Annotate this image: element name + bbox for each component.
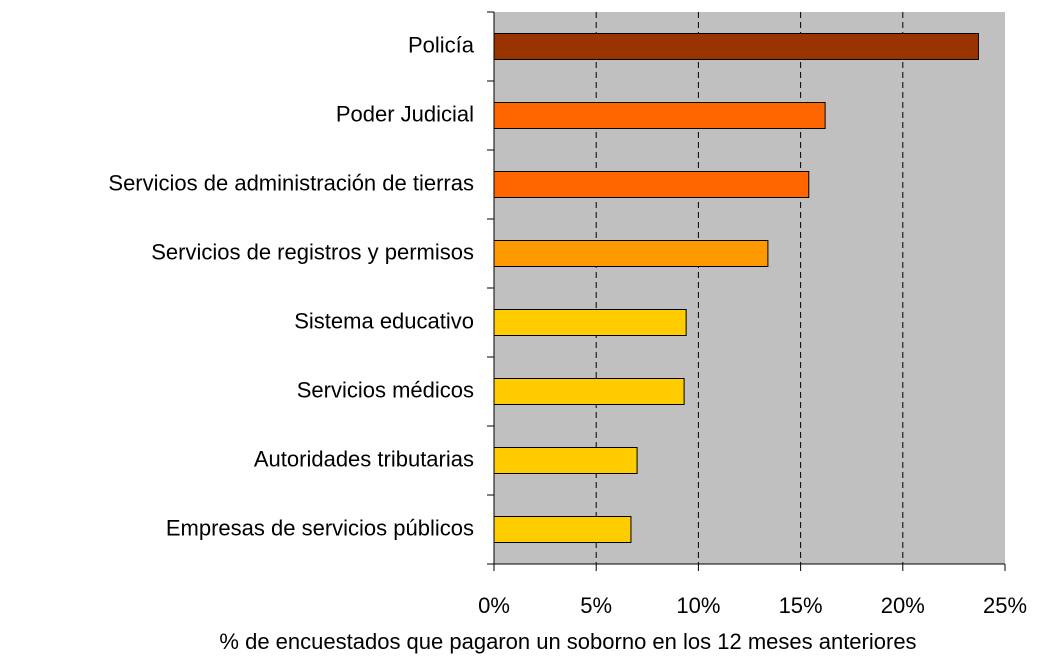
bar <box>493 33 979 60</box>
y-tick-label: Sistema educativo <box>294 308 474 333</box>
y-tick-label: Policía <box>408 32 475 57</box>
x-axis-label: % de encuestados que pagaron un soborno … <box>219 629 916 654</box>
plot-area <box>494 12 1005 564</box>
x-tick-label: 25% <box>983 593 1027 618</box>
x-tick-label: 15% <box>779 593 823 618</box>
bar <box>493 378 685 405</box>
y-tick-label: Servicios de registros y permisos <box>151 239 474 264</box>
bar <box>493 309 687 336</box>
bar <box>493 516 632 543</box>
bar <box>493 171 810 198</box>
x-tick-label: 20% <box>881 593 925 618</box>
bar <box>493 102 826 129</box>
y-tick-label: Poder Judicial <box>336 101 474 126</box>
bar <box>493 447 638 474</box>
y-tick-label: Autoridades tributarias <box>254 446 474 471</box>
bar <box>493 240 769 267</box>
y-tick-label: Servicios de administración de tierras <box>108 170 474 195</box>
y-tick-label: Servicios médicos <box>297 377 474 402</box>
x-tick-label: 0% <box>478 593 510 618</box>
y-tick-label: Empresas de servicios públicos <box>166 515 474 540</box>
x-tick-label: 10% <box>676 593 720 618</box>
x-tick-label: 5% <box>580 593 612 618</box>
